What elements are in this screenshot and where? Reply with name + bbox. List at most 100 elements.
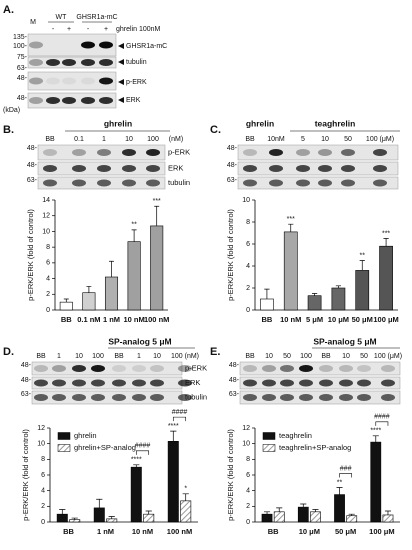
band (262, 365, 276, 372)
band (52, 379, 66, 387)
y-tick-label: 0 (246, 307, 250, 314)
bracket (172, 416, 187, 422)
bar (180, 500, 192, 523)
band (43, 165, 57, 172)
band (357, 379, 371, 387)
label: 63- (21, 391, 32, 398)
label: BB (45, 136, 55, 143)
band (46, 59, 60, 66)
label: 48- (17, 75, 28, 82)
label: 48- (21, 362, 32, 369)
band (341, 149, 355, 156)
y-axis-label: p-ERK/ERK (fold of control) (26, 209, 35, 301)
error-bar (359, 260, 365, 271)
label: 48- (27, 162, 38, 169)
bar (69, 519, 81, 523)
band (296, 179, 310, 187)
band (262, 394, 276, 401)
band (81, 97, 95, 104)
x-tick-label: 10 μM (328, 315, 349, 324)
error-bar (59, 509, 66, 515)
x-tick-label: 10 nM (280, 315, 301, 324)
bar (56, 513, 68, 523)
band (262, 379, 276, 387)
band (280, 394, 294, 401)
y-tick-label: 2 (41, 503, 45, 510)
band (269, 179, 283, 187)
legend-label: teaghrelin+SP-analog (279, 443, 351, 452)
error-bar (263, 511, 271, 515)
blot (31, 361, 183, 376)
band (122, 165, 136, 172)
label: 100 (300, 353, 312, 360)
y-tick-label: 8 (46, 244, 50, 251)
y-tick-label: 4 (41, 488, 45, 495)
band (146, 149, 160, 156)
bracket (135, 450, 150, 455)
arrow (118, 79, 124, 85)
blot (27, 71, 117, 91)
label: tubulin (185, 392, 207, 401)
x-tick-label: 50 μM (335, 527, 356, 536)
label: p-ERK (126, 79, 147, 86)
label: 1 (137, 353, 141, 360)
band (91, 379, 105, 387)
label: 100 (147, 136, 159, 143)
bar (310, 511, 321, 523)
band (243, 394, 257, 401)
label: 63- (229, 391, 240, 398)
y-tick-label: 12 (242, 425, 250, 432)
band (46, 77, 60, 85)
legend-swatch (262, 444, 276, 452)
error-bar (311, 293, 318, 296)
label: ERK (126, 97, 141, 104)
bar (106, 518, 118, 523)
legend-swatch (262, 432, 276, 440)
y-tick-label: 6 (246, 241, 250, 248)
band (146, 179, 160, 187)
label: 48- (27, 145, 38, 152)
y-tick-label: 10 (37, 441, 45, 448)
band (99, 59, 113, 66)
significance: *** (287, 216, 295, 223)
band (339, 379, 353, 387)
error-bar (383, 238, 389, 247)
x-tick-label: BB (261, 315, 272, 324)
error-bar (276, 507, 283, 512)
bar (150, 225, 164, 311)
bar (283, 231, 298, 311)
bar (82, 292, 96, 311)
label: 10 (125, 136, 133, 143)
x-tick-label: 5 μM (306, 315, 323, 324)
band (34, 365, 48, 372)
band (280, 379, 294, 387)
band (280, 365, 294, 372)
bar (104, 276, 119, 311)
band (243, 165, 257, 172)
band (62, 97, 76, 104)
significance: ** (131, 222, 137, 229)
label: 10 (342, 353, 350, 360)
y-tick-label: 6 (246, 472, 250, 479)
bracket (375, 421, 389, 426)
y-tick-label: 4 (46, 275, 50, 282)
label: 48- (227, 145, 238, 152)
label: GHSR1a-mC (76, 14, 117, 21)
error-bar (372, 435, 379, 443)
arrow (118, 59, 124, 65)
label: 100- (13, 43, 28, 50)
label: (kDa) (3, 107, 20, 114)
band (319, 394, 333, 401)
label: 100 (nM) (171, 353, 199, 360)
band (99, 41, 113, 49)
band (72, 149, 86, 156)
error-bar (336, 487, 343, 495)
band (319, 379, 333, 387)
significance: #### (135, 443, 151, 450)
band (81, 41, 95, 49)
legend-swatch (57, 432, 71, 440)
y-tick-label: 8 (41, 456, 45, 463)
significance: *** (382, 230, 390, 237)
label: 10nM (267, 136, 285, 143)
arrow (118, 97, 124, 103)
